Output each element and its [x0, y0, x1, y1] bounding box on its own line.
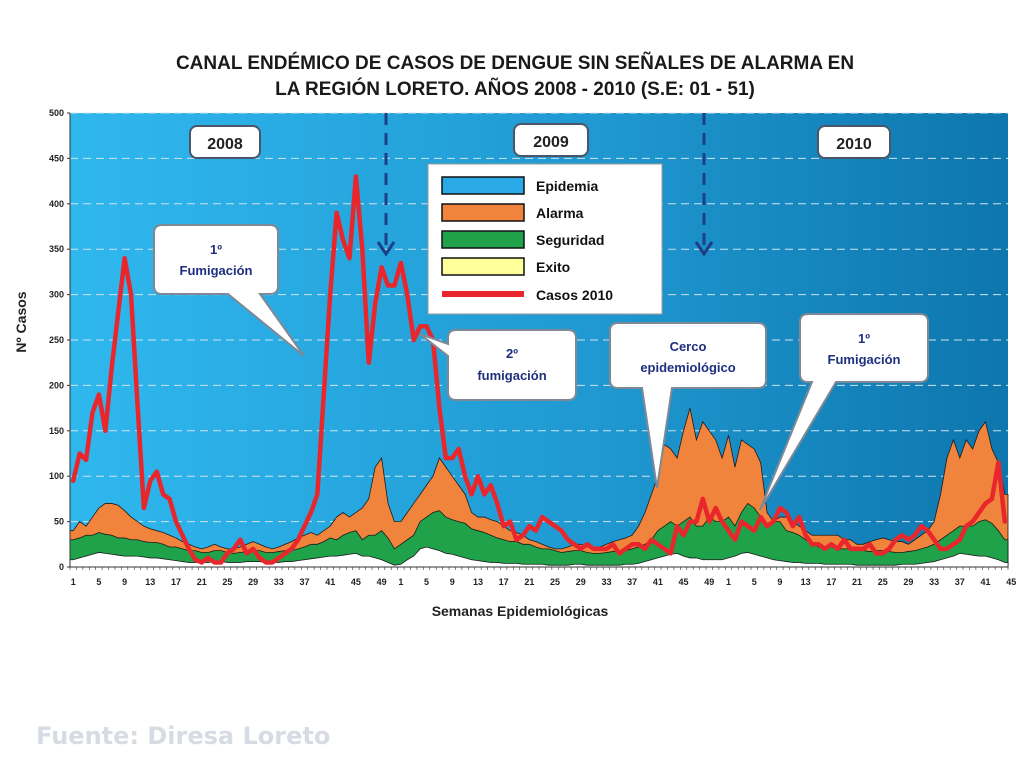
chart-title-line-1: CANAL ENDÉMICO DE CASOS DE DENGUE SIN SE…	[176, 52, 854, 74]
svg-text:Casos 2010: Casos 2010	[536, 287, 613, 303]
legend-item-seguridad: Seguridad	[441, 230, 604, 249]
svg-text:Fumigación: Fumigación	[828, 352, 901, 367]
x-tick-label: 25	[878, 577, 888, 587]
y-tick-label: 350	[49, 244, 64, 254]
y-tick-label: 100	[49, 471, 64, 481]
x-tick-label: 37	[627, 577, 637, 587]
y-tick-label: 500	[49, 108, 64, 118]
svg-text:Seguridad: Seguridad	[536, 232, 604, 248]
x-tick-label: 13	[145, 577, 155, 587]
x-tick-label: 1	[398, 577, 403, 587]
x-tick-label: 25	[222, 577, 232, 587]
source-note: Fuente: Diresa Loreto	[36, 722, 330, 750]
legend-item-casos-2010: Casos 2010	[442, 287, 613, 303]
x-tick-label: 33	[601, 577, 611, 587]
callout-first-fumigation-2010: 1º Fumigación	[759, 313, 929, 511]
x-tick-label: 17	[171, 577, 181, 587]
x-tick-label: 13	[801, 577, 811, 587]
y-tick-label: 250	[49, 335, 64, 345]
y-axis-label: Nº Casos	[13, 291, 29, 352]
x-tick-label: 1	[71, 577, 76, 587]
year-separator-2	[694, 113, 714, 257]
y-tick-label: 400	[49, 199, 64, 209]
callout-epidemiological-fence: Cerco epidemiológico	[609, 322, 767, 489]
x-tick-label: 9	[122, 577, 127, 587]
svg-text:Exito: Exito	[536, 259, 570, 275]
svg-text:1º: 1º	[858, 331, 870, 346]
x-tick-label: 41	[653, 577, 663, 587]
x-tick-label: 45	[679, 577, 689, 587]
y-tick-label: 0	[59, 562, 64, 572]
svg-text:epidemiológico: epidemiológico	[640, 360, 735, 375]
legend-item-exito: Exito	[441, 257, 570, 276]
svg-text:2º: 2º	[506, 346, 518, 361]
x-tick-label: 45	[1006, 577, 1016, 587]
x-tick-label: 17	[826, 577, 836, 587]
svg-text:1º: 1º	[210, 242, 222, 257]
x-tick-label: 41	[981, 577, 991, 587]
x-tick-label: 49	[377, 577, 387, 587]
callout-first-fumigation-2008: 1º Fumigación	[153, 224, 305, 357]
x-tick-label: 21	[524, 577, 534, 587]
x-tick-label: 25	[550, 577, 560, 587]
x-tick-label: 45	[351, 577, 361, 587]
x-tick-label: 33	[929, 577, 939, 587]
x-tick-label: 13	[473, 577, 483, 587]
svg-text:Epidemia: Epidemia	[536, 178, 598, 194]
x-tick-label: 29	[576, 577, 586, 587]
x-tick-label: 21	[197, 577, 207, 587]
svg-text:Alarma: Alarma	[536, 205, 584, 221]
x-tick-label: 5	[424, 577, 429, 587]
legend-item-epidemia: Epidemia	[441, 176, 598, 195]
svg-text:2009: 2009	[533, 134, 569, 151]
x-tick-label: 37	[299, 577, 309, 587]
svg-text:2010: 2010	[836, 136, 872, 153]
x-tick-label: 5	[96, 577, 101, 587]
x-tick-label: 33	[274, 577, 284, 587]
x-tick-label: 29	[903, 577, 913, 587]
legend-item-alarma: Alarma	[441, 203, 584, 222]
svg-text:Cerco: Cerco	[670, 339, 707, 354]
chart-title-line-2: LA REGIÓN LORETO. AÑOS 2008 - 2010 (S.E:…	[275, 78, 755, 100]
svg-text:2008: 2008	[207, 136, 243, 153]
svg-text:Fumigación: Fumigación	[180, 263, 253, 278]
endemic-channel-areas	[69, 407, 1009, 568]
y-tick-label: 200	[49, 380, 64, 390]
svg-text:fumigación: fumigación	[477, 368, 546, 383]
x-tick-label: 9	[777, 577, 782, 587]
year-label-2008: 2008	[189, 125, 261, 159]
x-axis-label: Semanas Epidemiológicas	[432, 603, 609, 619]
x-tick-label: 21	[852, 577, 862, 587]
year-label-2009: 2009	[513, 123, 589, 157]
y-tick-label: 300	[49, 290, 64, 300]
cases-line-layer	[70, 174, 1008, 565]
x-tick-label: 17	[499, 577, 509, 587]
y-tick-label: 50	[54, 517, 64, 527]
series-line-casos	[70, 174, 1008, 565]
x-tick-labels: 1 5 9 13 17 21 25 29 33 37 41 45 49 1 5 9 13 17 21 25 29 33 37…	[69, 567, 1016, 587]
year-separator-1	[376, 113, 396, 257]
year-label-2010: 2010	[817, 125, 891, 159]
legend: Epidemia Alarma Seguridad Exito Casos 20…	[427, 163, 663, 315]
y-tick-labels: 0 50 100 150 200 250 300 350 400 450 500	[49, 108, 70, 572]
callout-second-fumigation: 2º fumigación	[419, 329, 577, 401]
x-tick-label: 29	[248, 577, 258, 587]
x-tick-label: 9	[450, 577, 455, 587]
x-tick-label: 49	[704, 577, 714, 587]
x-tick-label: 1	[726, 577, 731, 587]
x-tick-label: 41	[325, 577, 335, 587]
y-tick-label: 450	[49, 153, 64, 163]
x-tick-label: 37	[955, 577, 965, 587]
x-tick-label: 5	[752, 577, 757, 587]
y-tick-label: 150	[49, 426, 64, 436]
